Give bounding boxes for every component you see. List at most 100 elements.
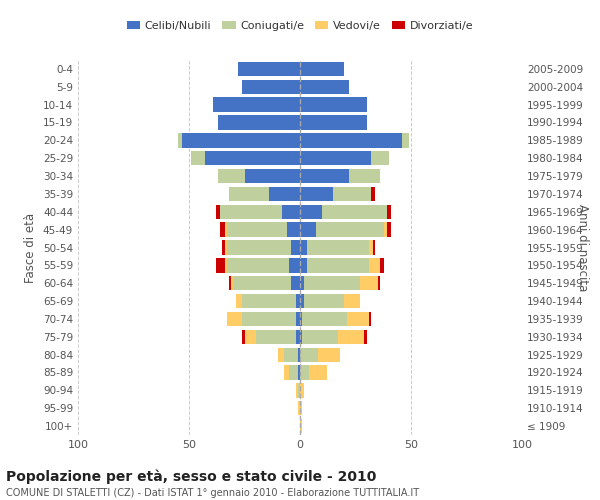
Bar <box>300 187 334 201</box>
Bar <box>287 222 300 237</box>
Bar <box>182 133 300 148</box>
Bar <box>385 222 386 237</box>
Bar <box>224 222 227 237</box>
Bar <box>300 240 307 254</box>
Bar <box>369 240 373 254</box>
Bar <box>344 294 360 308</box>
Bar <box>229 187 269 201</box>
Bar <box>386 222 391 237</box>
Bar <box>300 116 367 130</box>
Bar <box>296 312 300 326</box>
Bar <box>300 294 304 308</box>
Bar <box>298 383 300 398</box>
Bar <box>218 116 300 130</box>
Bar <box>269 187 300 201</box>
Bar <box>322 204 386 219</box>
Bar <box>300 151 371 166</box>
Bar <box>282 204 300 219</box>
Bar <box>289 258 300 272</box>
Bar <box>205 151 300 166</box>
Bar <box>191 151 205 166</box>
Bar <box>402 133 409 148</box>
Bar <box>347 312 369 326</box>
Bar <box>220 204 282 219</box>
Bar <box>300 276 304 290</box>
Bar <box>291 240 300 254</box>
Bar <box>380 258 385 272</box>
Bar <box>231 276 233 290</box>
Bar <box>224 258 227 272</box>
Bar <box>242 294 296 308</box>
Text: Popolazione per età, sesso e stato civile - 2010: Popolazione per età, sesso e stato civil… <box>6 470 376 484</box>
Bar <box>300 312 302 326</box>
Bar <box>284 366 289 380</box>
Bar <box>284 348 298 362</box>
Text: COMUNE DI STALETTI (CZ) - Dati ISTAT 1° gennaio 2010 - Elaborazione TUTTITALIA.I: COMUNE DI STALETTI (CZ) - Dati ISTAT 1° … <box>6 488 419 498</box>
Bar <box>227 258 289 272</box>
Bar <box>300 133 402 148</box>
Bar <box>256 330 296 344</box>
Bar <box>296 330 300 344</box>
Bar <box>215 204 220 219</box>
Bar <box>224 240 227 254</box>
Bar <box>371 187 376 201</box>
Bar <box>360 276 378 290</box>
Bar <box>386 204 391 219</box>
Bar <box>378 276 380 290</box>
Bar <box>304 294 344 308</box>
Bar <box>215 258 224 272</box>
Y-axis label: Fasce di età: Fasce di età <box>25 212 37 282</box>
Bar <box>371 151 389 166</box>
Bar <box>300 62 344 76</box>
Bar <box>220 222 224 237</box>
Bar <box>296 383 298 398</box>
Y-axis label: Anni di nascita: Anni di nascita <box>576 204 589 291</box>
Bar <box>349 169 380 183</box>
Bar <box>227 222 287 237</box>
Bar <box>218 169 245 183</box>
Bar <box>307 258 369 272</box>
Bar <box>316 222 385 237</box>
Bar <box>178 133 182 148</box>
Bar <box>227 240 291 254</box>
Bar <box>300 80 349 94</box>
Bar <box>233 276 291 290</box>
Bar <box>296 294 300 308</box>
Bar <box>300 204 322 219</box>
Bar <box>318 348 340 362</box>
Bar <box>302 312 347 326</box>
Bar <box>300 258 307 272</box>
Bar <box>334 187 371 201</box>
Bar <box>238 62 300 76</box>
Bar <box>291 276 300 290</box>
Bar <box>222 240 224 254</box>
Bar <box>289 366 298 380</box>
Bar <box>304 276 360 290</box>
Bar <box>300 366 309 380</box>
Bar <box>300 419 302 433</box>
Bar <box>242 330 245 344</box>
Bar <box>300 401 302 415</box>
Bar <box>300 383 304 398</box>
Bar <box>300 330 302 344</box>
Bar <box>214 98 300 112</box>
Bar <box>364 330 367 344</box>
Bar <box>307 240 369 254</box>
Bar <box>300 98 367 112</box>
Bar <box>298 348 300 362</box>
Bar <box>300 169 349 183</box>
Bar <box>373 240 376 254</box>
Bar <box>309 366 326 380</box>
Bar <box>278 348 284 362</box>
Bar <box>242 80 300 94</box>
Bar <box>369 258 380 272</box>
Bar <box>300 348 318 362</box>
Bar <box>227 312 242 326</box>
Bar <box>245 169 300 183</box>
Bar <box>369 312 371 326</box>
Bar <box>300 222 316 237</box>
Bar <box>245 330 256 344</box>
Legend: Celibi/Nubili, Coniugati/e, Vedovi/e, Divorziati/e: Celibi/Nubili, Coniugati/e, Vedovi/e, Di… <box>122 17 478 36</box>
Bar <box>302 330 338 344</box>
Bar <box>242 312 296 326</box>
